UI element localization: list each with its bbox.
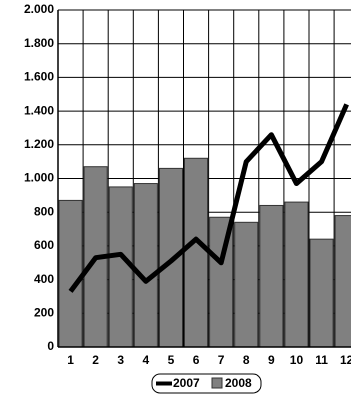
x-tick-label: 12 bbox=[340, 353, 351, 367]
x-tick-label: 11 bbox=[315, 353, 328, 367]
y-tick-label: 400 bbox=[34, 272, 54, 286]
x-tick-label: 5 bbox=[168, 353, 175, 367]
x-tick-label: 7 bbox=[218, 353, 225, 367]
x-tick-label: 4 bbox=[143, 353, 150, 367]
x-tick-label: 1 bbox=[67, 353, 74, 367]
x-tick-label: 2 bbox=[92, 353, 99, 367]
bar bbox=[108, 186, 133, 348]
y-tick-label: 1.200 bbox=[24, 137, 54, 151]
legend-box bbox=[151, 373, 262, 394]
y-tick-label: 1.800 bbox=[24, 36, 54, 50]
y-tick-label: 0 bbox=[47, 339, 54, 353]
x-tick-label: 8 bbox=[243, 353, 250, 367]
line bbox=[68, 103, 349, 293]
x-tick-label: 6 bbox=[193, 353, 200, 367]
y-tick-label: 2.000 bbox=[24, 2, 54, 16]
y-tick-label: 200 bbox=[34, 305, 54, 319]
bar bbox=[334, 215, 351, 348]
y-tick-label: 1.000 bbox=[24, 171, 54, 185]
bar bbox=[234, 221, 259, 348]
legend-label: 2007 bbox=[173, 376, 200, 390]
x-tick-label: 10 bbox=[290, 353, 304, 367]
legend-swatch bbox=[211, 377, 223, 389]
bar bbox=[259, 204, 284, 348]
y-tick-label: 1.600 bbox=[24, 70, 54, 84]
bar bbox=[158, 167, 183, 348]
legend-label: 2008 bbox=[225, 376, 252, 390]
x-tick-label: 9 bbox=[268, 353, 275, 367]
bar bbox=[58, 199, 83, 348]
y-tick-label: 1.400 bbox=[24, 103, 54, 117]
y-tick-label: 600 bbox=[34, 238, 54, 252]
bar bbox=[309, 238, 334, 348]
x-tick-label: 3 bbox=[117, 353, 124, 367]
bar bbox=[184, 157, 209, 348]
bar bbox=[284, 201, 309, 348]
bar bbox=[133, 183, 158, 348]
y-tick-label: 800 bbox=[34, 204, 54, 218]
legend: 2007 2008 bbox=[151, 373, 262, 394]
